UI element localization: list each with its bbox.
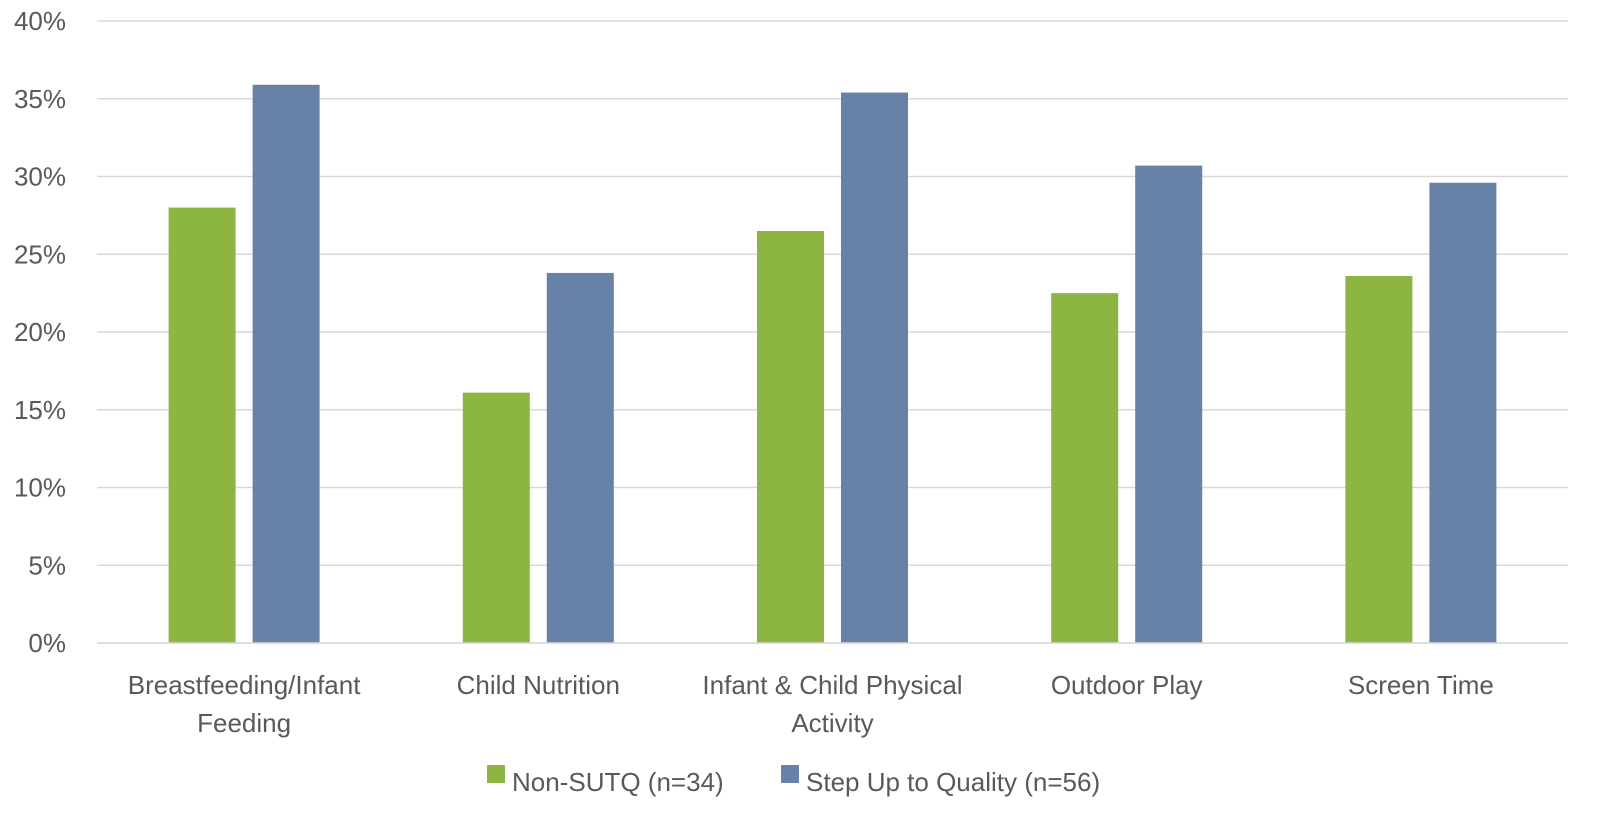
gridlines [97,20,1568,644]
x-axis: Breastfeeding/Infant Feeding Child Nutriti… [97,642,1568,738]
x-category-label: Infant & Child Physical Activity [702,670,962,738]
y-tick-label: 20% [14,317,66,347]
y-tick-label: 35% [14,84,66,114]
x-category-label-line: Child Nutrition [457,670,620,700]
bar-step-up-to-quality [841,92,908,643]
bar-non-sutq [168,207,236,643]
x-category-label-line: Feeding [197,708,291,738]
bars [168,84,1497,644]
bar-step-up-to-quality [1429,182,1497,643]
bar-step-up-to-quality [546,272,614,643]
bar-non-sutq [757,230,824,644]
y-tick-label: 30% [14,162,66,192]
legend: Non-SUTQ (n=34) Step Up to Quality (n=56) [487,765,1100,797]
y-tick-label: 15% [14,395,66,425]
y-tick-label: 10% [14,473,66,503]
y-tick-label: 40% [14,6,66,36]
legend-swatch [781,765,799,783]
x-category-label-line: Activity [791,708,873,738]
bar-step-up-to-quality [252,84,320,643]
legend-label: Step Up to Quality (n=56) [806,767,1100,797]
x-category-label-line: Outdoor Play [1051,670,1203,700]
y-tick-label: 25% [14,239,66,269]
y-axis: 0% 5% 10% 15% 20% 25% 30% 35% 40% [14,6,66,658]
y-tick-label: 0% [28,628,66,658]
legend-label: Non-SUTQ (n=34) [512,767,724,797]
x-category-label-line: Infant & Child Physical [702,670,962,700]
bar-non-sutq [1345,276,1413,643]
bar-non-sutq [1051,293,1119,643]
legend-swatch [487,765,505,783]
x-category-label: Screen Time [1348,670,1494,700]
x-category-label: Child Nutrition [457,670,620,700]
x-category-label: Outdoor Play [1051,670,1203,700]
y-tick-label: 5% [28,550,66,580]
x-category-label-line: Breastfeeding/Infant [128,670,361,700]
x-category-label: Breastfeeding/Infant Feeding [128,670,361,738]
bar-non-sutq [462,392,530,643]
bar-step-up-to-quality [1135,165,1203,644]
x-category-label-line: Screen Time [1348,670,1494,700]
